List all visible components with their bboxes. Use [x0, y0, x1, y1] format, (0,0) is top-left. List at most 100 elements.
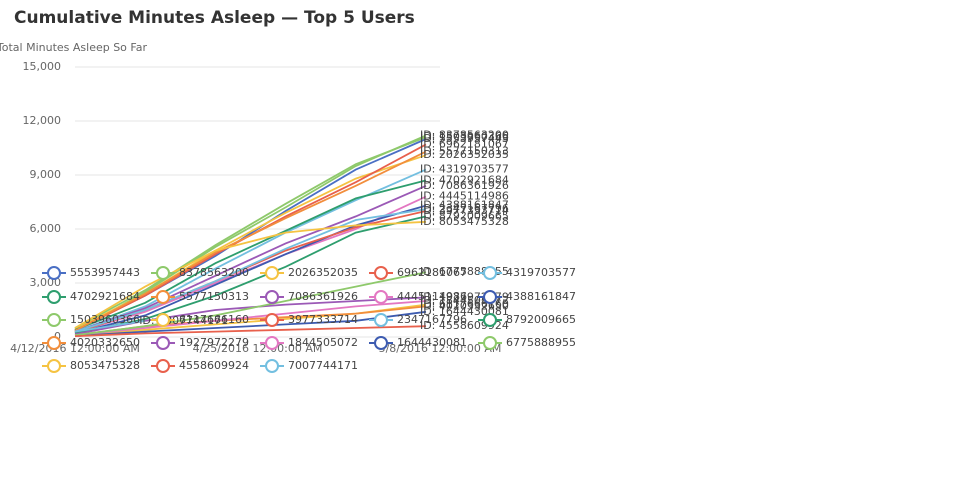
legend-label: 4445114986: [397, 290, 467, 303]
end-label: ID: 4702921684: [420, 173, 509, 186]
legend-marker: [47, 336, 61, 350]
legend-item[interactable]: 1503960366: [42, 313, 140, 327]
legend-label: 7086361926: [288, 290, 358, 303]
legend-item[interactable]: 6962181067: [369, 266, 467, 280]
legend-label: 4388161847: [506, 290, 576, 303]
legend-item[interactable]: 6775888955: [478, 336, 576, 350]
legend-label: 8053475328: [70, 359, 140, 372]
legend-item[interactable]: 5577150313: [151, 290, 249, 304]
legend-label: 2026352035: [288, 266, 358, 279]
series-line: [74, 136, 427, 329]
series-line: [74, 271, 427, 337]
lines: [74, 134, 427, 337]
legend-item[interactable]: 4388161847: [478, 290, 576, 304]
legend-item[interactable]: 4558609924: [151, 359, 249, 373]
legend-label: 5577150313: [179, 290, 249, 303]
legend-marker: [265, 359, 279, 373]
legend-label: 1644430081: [397, 336, 467, 349]
end-label: ID: 2347167796: [420, 202, 509, 215]
legend-marker: [156, 359, 170, 373]
legend-marker: [47, 313, 61, 327]
legend-item[interactable]: 5553957443: [42, 266, 140, 280]
series-line: [74, 319, 146, 333]
legend-label: 3977333714: [288, 313, 358, 326]
legend-item[interactable]: 4319703577: [478, 266, 576, 280]
series-line: [74, 215, 427, 335]
legend-item[interactable]: 2026352035: [260, 266, 358, 280]
legend-marker: [156, 290, 170, 304]
legend-item[interactable]: 8053475328: [42, 359, 140, 373]
legend-item[interactable]: 2347167796: [369, 313, 467, 327]
legend-item[interactable]: 6117666160: [151, 313, 249, 327]
x-tick-label: 5/8/2016 12:00:00 AM: [379, 342, 502, 355]
end-label: ID: 4319703577: [420, 163, 509, 176]
legend-item[interactable]: 1927972279: [151, 336, 249, 350]
end-label: ID: 7086361926: [420, 179, 509, 192]
legend-label: 6962181067: [397, 266, 467, 279]
legend-marker: [265, 336, 279, 350]
legend-label: 5553957443: [70, 266, 140, 279]
series-line: [74, 310, 427, 337]
legend-label: 1844505072: [288, 336, 358, 349]
legend-item[interactable]: 8792009665: [478, 313, 576, 327]
legend-marker: [265, 313, 279, 327]
legend-item[interactable]: 7007744171: [260, 359, 358, 373]
legend-marker: [156, 336, 170, 350]
legend-label: 1503960366: [70, 313, 140, 326]
legend-marker: [374, 313, 388, 327]
legend-marker: [156, 313, 170, 327]
legend-label: 6117666160: [179, 313, 249, 326]
legend-label: 2347167796: [397, 313, 467, 326]
legend-item[interactable]: 3977333714: [260, 313, 358, 327]
legend-item[interactable]: 4445114986: [369, 290, 467, 304]
y-tick-label: 9,000: [30, 168, 62, 181]
legend-item[interactable]: 8378563200: [151, 266, 249, 280]
series-line: [74, 179, 427, 331]
end-label: ID: 3977333714: [420, 204, 509, 217]
legend-marker: [156, 266, 170, 280]
legend-marker: [374, 336, 388, 350]
y-tick-label: 12,000: [23, 114, 62, 127]
end-label: ID: 4445114986: [420, 190, 509, 203]
end-label: ID: 8053475328: [420, 215, 509, 228]
end-label: ID: 8378563200: [420, 128, 509, 141]
end-label: ID: 6962181067: [420, 137, 509, 150]
y-axis-label: Total Minutes Asleep So Far: [0, 41, 147, 54]
legend-marker: [483, 313, 497, 327]
legend-item[interactable]: 7086361926: [260, 290, 358, 304]
legend-label: 1927972279: [179, 336, 249, 349]
y-tick-label: 0: [54, 330, 61, 343]
x-tick-label: 4/25/2016 12:00:00 AM: [193, 342, 323, 355]
series-line: [74, 150, 427, 332]
end-label: ID: 5553957443: [420, 132, 509, 145]
legend-label: 4020332650: [70, 336, 140, 349]
series-line: [74, 134, 427, 333]
legend-marker: [47, 290, 61, 304]
legend-label: 8792009665: [506, 313, 576, 326]
legend-marker: [47, 359, 61, 373]
legend-item[interactable]: 1644430081: [369, 336, 467, 350]
legend-marker: [47, 266, 61, 280]
series-line: [74, 208, 427, 333]
legend-item[interactable]: 4020332650: [42, 336, 140, 350]
legend-label: 6775888955: [506, 336, 576, 349]
legend-label: 4702921684: [70, 290, 140, 303]
end-label: ID: 5577150313: [420, 145, 509, 158]
legend-item[interactable]: 4702921684: [42, 290, 140, 304]
series-line: [74, 325, 427, 337]
legend-marker: [483, 290, 497, 304]
series-line: [74, 220, 427, 329]
series-line: [74, 204, 427, 335]
legend-marker: [374, 266, 388, 280]
x-tick-label: 4/12/2016 12:00:00 AM: [10, 342, 140, 355]
legend-label: 4319703577: [506, 266, 576, 279]
legend-marker: [483, 336, 497, 350]
legend-item[interactable]: 1844505072: [260, 336, 358, 350]
legend-label: 4558609924: [179, 359, 249, 372]
legend-label: 7007744171: [288, 359, 358, 372]
legend-marker: [483, 266, 497, 280]
end-label: ID: 2026352035: [420, 148, 509, 161]
legend-marker: [265, 266, 279, 280]
chart-title: Cumulative Minutes Asleep — Top 5 Users: [14, 8, 415, 28]
